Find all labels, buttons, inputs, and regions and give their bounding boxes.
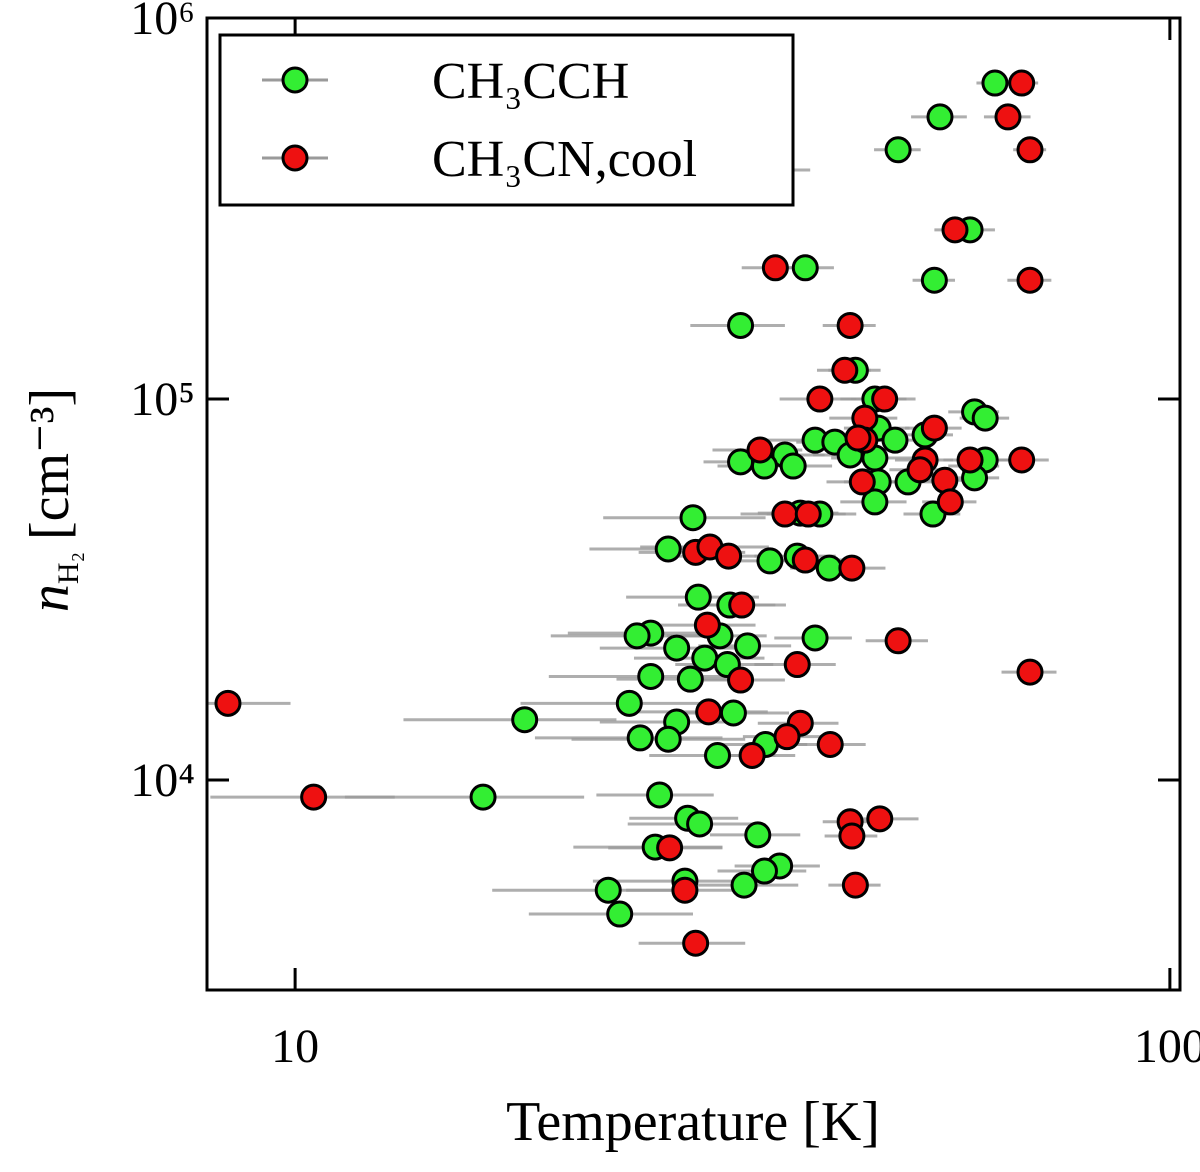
point (654, 535, 682, 563)
point (656, 834, 684, 862)
legend-marker (281, 144, 309, 172)
plot-frame (205, 16, 1182, 992)
point (684, 583, 712, 611)
point (637, 662, 665, 690)
legend-label: CH₃CCH (432, 53, 629, 110)
point (971, 404, 999, 432)
point (906, 456, 934, 484)
point (994, 103, 1022, 131)
point (1008, 446, 1036, 474)
point (676, 665, 704, 693)
point (654, 725, 682, 753)
point (848, 468, 876, 496)
point (1008, 69, 1036, 97)
point (838, 554, 866, 582)
y-axis-var: n (19, 584, 81, 612)
point (806, 385, 834, 413)
point (511, 706, 539, 734)
point (727, 311, 755, 339)
point (300, 783, 328, 811)
point (686, 810, 714, 838)
point (844, 424, 872, 452)
point (679, 504, 707, 532)
point (931, 466, 959, 494)
point (744, 821, 772, 849)
point (693, 611, 721, 639)
point (727, 666, 755, 694)
point (761, 254, 789, 282)
point (734, 632, 762, 660)
y-tick-label: 10⁶ (130, 0, 195, 45)
point (956, 446, 984, 474)
x-tick-label: 10 (271, 1020, 319, 1073)
point (728, 591, 756, 619)
point (801, 624, 829, 652)
point (861, 488, 889, 516)
point (738, 741, 766, 769)
point (663, 634, 691, 662)
point (715, 542, 743, 570)
point (871, 385, 899, 413)
point (884, 136, 912, 164)
y-axis-title: nH₂ [cm⁻³] (19, 388, 85, 612)
point (815, 554, 843, 582)
point (623, 622, 651, 650)
point (831, 356, 859, 384)
point (214, 689, 242, 717)
point (1016, 658, 1044, 686)
point (606, 900, 634, 928)
point (779, 452, 807, 480)
point (756, 547, 784, 575)
point (469, 783, 497, 811)
point (750, 857, 778, 885)
axes: 10 100 10⁴ 10⁵ 10⁶ (130, 0, 1200, 1073)
point (836, 311, 864, 339)
x-axis-title: Temperature [K] (506, 1091, 880, 1153)
x-tick-label: 100 (1134, 1020, 1200, 1073)
point (626, 724, 654, 752)
point (816, 730, 844, 758)
point (920, 266, 948, 294)
point (783, 651, 811, 679)
point (838, 822, 866, 850)
legend: CH₃CCH CH₃CN,cool (218, 33, 795, 207)
point (615, 689, 643, 717)
point (682, 929, 710, 957)
point (941, 216, 969, 244)
point (920, 414, 948, 442)
legend-label: CH₃CN,cool (432, 131, 697, 188)
point (1016, 136, 1044, 164)
point (936, 488, 964, 516)
point (594, 876, 622, 904)
point (791, 546, 819, 574)
point (695, 698, 723, 726)
point (884, 627, 912, 655)
point (671, 876, 699, 904)
y-tick-label: 10⁵ (130, 373, 195, 426)
y-axis-unit: [cm⁻³] (19, 388, 81, 540)
legend-box (218, 33, 795, 207)
y-tick-label: 10⁴ (130, 754, 195, 807)
legend-marker (281, 66, 309, 94)
point (704, 741, 732, 769)
point (773, 723, 801, 751)
point (730, 871, 758, 899)
point (866, 805, 894, 833)
points (214, 69, 1044, 957)
point (691, 644, 719, 672)
point (746, 436, 774, 464)
point (791, 254, 819, 282)
point (1016, 266, 1044, 294)
point (646, 781, 674, 809)
point (771, 500, 799, 528)
point (881, 426, 909, 454)
point (794, 500, 822, 528)
point (981, 69, 1009, 97)
point (926, 103, 954, 131)
point (719, 699, 747, 727)
y-axis-sub: H₂ (52, 552, 85, 584)
point (841, 871, 869, 899)
